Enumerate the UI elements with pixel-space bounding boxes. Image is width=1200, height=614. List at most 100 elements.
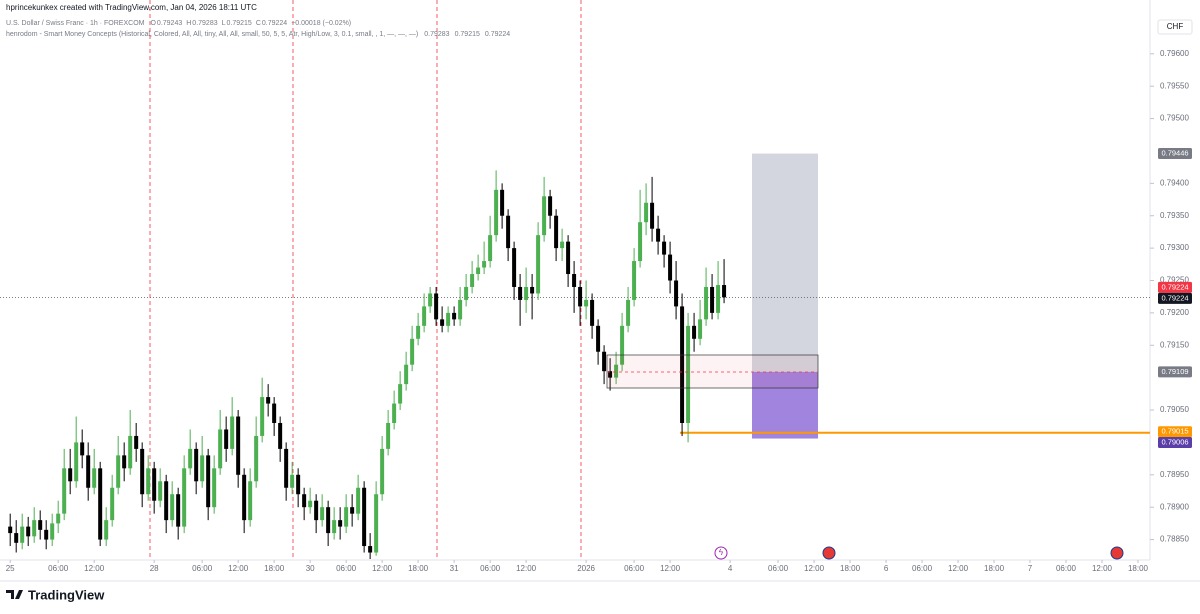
x-tick-label: 12:00 xyxy=(1092,564,1113,573)
candle-body xyxy=(344,507,349,527)
y-tick-label: 0.79250 xyxy=(1160,276,1189,285)
candle-body xyxy=(200,455,205,482)
candle-body xyxy=(26,526,31,537)
ohlc-key: O xyxy=(150,20,156,27)
candle-body xyxy=(668,254,673,281)
x-tick-label: 06:00 xyxy=(768,564,789,573)
x-tick-label: 28 xyxy=(150,564,159,573)
candle-body xyxy=(470,274,475,287)
candle-body xyxy=(452,312,457,320)
candle-body xyxy=(626,299,631,326)
ohlc-key: L xyxy=(222,20,226,27)
candle-body xyxy=(464,286,469,300)
candle-body xyxy=(74,442,79,482)
order-block xyxy=(606,354,819,389)
x-tick-label: 06:00 xyxy=(336,564,357,573)
price-tag xyxy=(1158,437,1192,449)
candle-body xyxy=(662,241,667,255)
candle-body xyxy=(704,286,709,320)
x-tick-label: 06:00 xyxy=(48,564,69,573)
logo-mark xyxy=(6,590,23,599)
candle-body xyxy=(674,280,679,307)
candle-body xyxy=(212,468,217,508)
candle-body xyxy=(632,261,637,300)
candle-body xyxy=(512,248,517,287)
x-tick-label: 06:00 xyxy=(624,564,645,573)
candle-body xyxy=(254,435,259,482)
candle-body xyxy=(548,196,553,216)
candle-body xyxy=(650,202,655,229)
ohlc-value: 0.79224 xyxy=(262,20,287,27)
session-breaks xyxy=(149,0,582,560)
y-tick-label: 0.78900 xyxy=(1160,502,1189,511)
candle-body xyxy=(8,526,13,534)
candle-body xyxy=(554,215,559,249)
candle-body xyxy=(242,474,247,521)
candle-body xyxy=(440,319,445,326)
price-tag xyxy=(1158,148,1192,160)
currency-box[interactable] xyxy=(1157,19,1193,35)
x-tick-label: 12:00 xyxy=(228,564,249,573)
candle-body xyxy=(158,481,163,501)
indicator-value: 0.79224 xyxy=(485,31,510,38)
candle-body xyxy=(560,241,565,249)
indicator-value: 0.79283 xyxy=(424,31,449,38)
x-tick-label: 6 xyxy=(884,564,889,573)
indicator-value: 0.79215 xyxy=(455,31,480,38)
candle-body xyxy=(692,325,697,339)
x-tick-label: 2026 xyxy=(577,564,595,573)
change: −0.00018 (−0.02%) xyxy=(291,20,351,27)
candle-body xyxy=(656,228,661,242)
candle-body xyxy=(536,235,541,294)
candle-body xyxy=(260,397,265,436)
candle-body xyxy=(584,299,589,307)
candle-body xyxy=(422,306,427,326)
candle-body xyxy=(176,494,181,527)
x-tick-label: 31 xyxy=(450,564,459,573)
x-tick-label: 7 xyxy=(1028,564,1033,573)
candle-body xyxy=(248,481,253,521)
candle-body xyxy=(506,215,511,249)
candle-body xyxy=(698,319,703,339)
flag-icon[interactable] xyxy=(822,546,836,560)
candle-body xyxy=(320,507,325,521)
candle-body xyxy=(446,312,451,326)
y-tick-label: 0.79550 xyxy=(1160,81,1189,90)
candle-body xyxy=(410,338,415,365)
candle-body xyxy=(518,286,523,300)
candle-body xyxy=(398,384,403,404)
price-tag-label: 0.79446 xyxy=(1161,149,1188,158)
candle-body xyxy=(68,468,73,482)
candle-body xyxy=(716,285,721,313)
currency[interactable]: CHF xyxy=(1167,22,1184,31)
candle-body xyxy=(356,487,361,514)
x-tick-label: 18:00 xyxy=(984,564,1005,573)
candle-body xyxy=(530,286,535,294)
candle-body xyxy=(386,422,391,449)
event-icon-glyph[interactable]: ϟ xyxy=(719,548,724,557)
candle-body xyxy=(542,196,547,236)
flag-icon[interactable] xyxy=(1110,546,1124,560)
candle-body xyxy=(110,487,115,521)
x-tick-label: 12:00 xyxy=(948,564,969,573)
candle-body xyxy=(152,468,157,501)
candle-body xyxy=(572,274,577,287)
candle-body xyxy=(638,222,643,262)
credit: hprincekunkex created with TradingView.c… xyxy=(6,3,257,12)
zone-box xyxy=(606,354,819,389)
event-icon[interactable] xyxy=(714,546,728,560)
candle-body xyxy=(116,455,121,488)
x-tick-label: 12:00 xyxy=(84,564,105,573)
candle-body xyxy=(710,286,715,313)
price-tag-label: 0.79109 xyxy=(1161,367,1188,376)
candle-body xyxy=(230,416,235,449)
candle-body xyxy=(290,474,295,488)
candle-body xyxy=(644,202,649,223)
y-tick-label: 0.79400 xyxy=(1160,178,1189,187)
candle-body xyxy=(428,293,433,307)
candle-body xyxy=(128,435,133,469)
x-tick-label: 25 xyxy=(6,564,15,573)
candle-body xyxy=(494,189,499,236)
